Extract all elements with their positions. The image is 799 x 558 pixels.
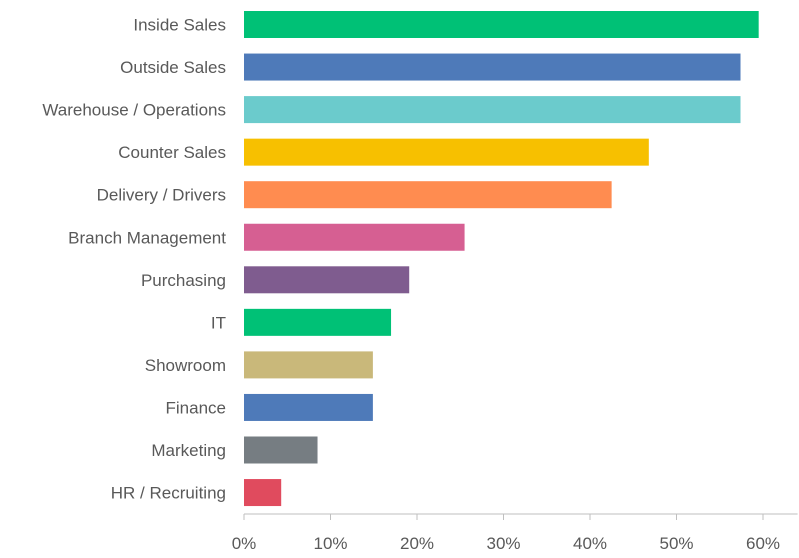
category-label: Marketing: [151, 441, 226, 460]
bar-marketing: [244, 436, 318, 464]
bar-hr-recruiting: [244, 479, 282, 507]
bar-outside-sales: [244, 53, 741, 81]
x-tick-label: 0%: [232, 534, 257, 553]
category-label: Delivery / Drivers: [97, 186, 226, 205]
bar-warehouse-operations: [244, 96, 741, 124]
category-label: IT: [211, 313, 226, 332]
bars-group: [244, 11, 759, 507]
category-label: Finance: [166, 398, 226, 417]
x-axis-ticks: 0% 10% 20% 30% 40% 50% 60%: [232, 514, 780, 553]
bar-inside-sales: [244, 11, 759, 38]
bar-branch-management: [244, 223, 465, 251]
x-tick-label: 60%: [746, 534, 780, 553]
bar-counter-sales: [244, 138, 649, 166]
category-label: Counter Sales: [118, 143, 226, 162]
category-label: Inside Sales: [133, 16, 226, 35]
category-label: HR / Recruiting: [111, 484, 226, 503]
bar-showroom: [244, 351, 373, 379]
category-label: Outside Sales: [120, 58, 226, 77]
category-labels: Inside Sales Outside Sales Warehouse / Ope…: [42, 16, 226, 503]
category-label: Showroom: [145, 356, 226, 375]
bar-purchasing: [244, 266, 410, 294]
category-label: Warehouse / Operations: [42, 101, 226, 120]
bar-delivery-drivers: [244, 181, 612, 209]
bar-finance: [244, 393, 373, 421]
category-label: Purchasing: [141, 271, 226, 290]
category-label: Branch Management: [68, 228, 226, 247]
bar-it: [244, 308, 392, 336]
x-tick-label: 40%: [573, 534, 607, 553]
x-tick-label: 30%: [486, 534, 520, 553]
x-tick-label: 20%: [400, 534, 434, 553]
x-tick-label: 50%: [659, 534, 693, 553]
x-tick-label: 10%: [313, 534, 347, 553]
